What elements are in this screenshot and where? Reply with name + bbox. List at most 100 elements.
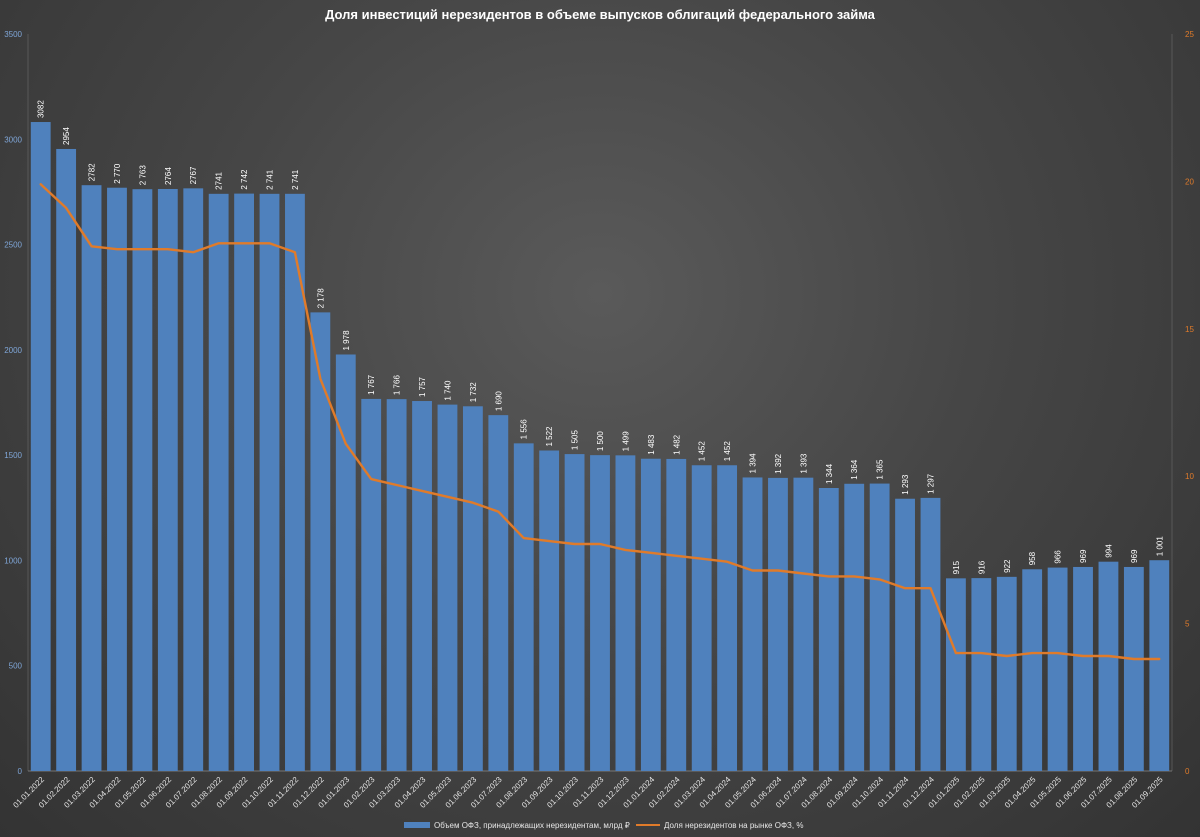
x-axis-ticks: 01.01.202201.02.202201.03.202201.04.2022… [11, 775, 1165, 810]
bar-data-label: 1 393 [799, 453, 808, 474]
bar [310, 312, 331, 771]
bar-data-label: 1 394 [749, 453, 758, 474]
bar [81, 185, 102, 771]
bar-data-label: 2767 [189, 166, 198, 184]
bar-data-label: 2 770 [113, 163, 122, 184]
bar-data-label: 1 365 [876, 459, 885, 480]
bar-data-label: 1 556 [520, 419, 529, 440]
right-axis-tick-label: 10 [1185, 472, 1194, 481]
left-axis-tick-label: 3500 [4, 30, 22, 39]
bar [30, 122, 51, 771]
left-axis-tick-label: 3000 [4, 135, 22, 144]
bar-data-label: 1 767 [367, 374, 376, 395]
bar [1022, 569, 1043, 771]
bar [386, 399, 407, 771]
left-axis-tick-label: 1000 [4, 556, 22, 565]
bar-data-label: 1 483 [647, 434, 656, 455]
bar [1047, 567, 1068, 771]
bar [285, 193, 305, 771]
bar [564, 454, 585, 771]
bar-data-label: 1 297 [926, 473, 935, 494]
bar-data-label: 1 344 [825, 463, 834, 484]
bar-data-label: 1 732 [469, 382, 478, 403]
bar-data-label: 1 740 [443, 380, 452, 401]
bar [56, 148, 77, 772]
bar-data-label: 2764 [164, 167, 173, 185]
bar-data-label: 3082 [37, 100, 46, 118]
bar [1149, 560, 1170, 771]
bar-data-labels: 3082 2954 2782 2 770 2 763 2764 2767 2741 2 742 2… [37, 100, 1165, 575]
bar-data-label: 2954 [62, 127, 71, 145]
bar [259, 193, 280, 771]
bar-data-label: 1 690 [494, 391, 503, 412]
bar [488, 415, 509, 771]
bar [717, 465, 738, 771]
bar [437, 404, 458, 771]
bar-data-label: 2 178 [316, 288, 325, 309]
bar-data-label: 994 [1104, 544, 1113, 558]
bar [590, 455, 610, 771]
bar-data-label: 969 [1130, 549, 1139, 563]
bar [869, 483, 890, 771]
bar-data-label: 966 [1054, 550, 1063, 564]
bar [335, 354, 356, 771]
bar-series [30, 122, 1170, 772]
bar [132, 189, 153, 771]
bar-data-label: 2 742 [240, 169, 249, 190]
right-axis-tick-label: 0 [1185, 767, 1190, 776]
bar [234, 193, 255, 771]
line-series [39, 183, 1161, 661]
bar [1123, 566, 1144, 771]
bar-data-label: 1 364 [850, 459, 859, 480]
bar-data-label: 1 482 [672, 434, 681, 455]
bar [361, 398, 382, 771]
legend-label-bars: Объем ОФЗ, принадлежащих нерезидентам, м… [434, 821, 630, 830]
left-axis-tick-label: 0 [18, 767, 23, 776]
right-axis-tick-label: 5 [1185, 620, 1190, 629]
bar [412, 401, 432, 771]
right-axis-tick-label: 25 [1185, 30, 1194, 39]
bar [818, 487, 839, 771]
bar [768, 477, 788, 771]
bar-data-label: 2741 [215, 171, 224, 189]
bar-data-label: 1 766 [393, 375, 402, 396]
bar-data-label: 2 741 [291, 169, 300, 190]
bar [945, 578, 966, 771]
legend-swatch-bars [404, 822, 430, 828]
bar-data-label: 2 763 [138, 165, 147, 186]
bar [183, 188, 204, 771]
bar [742, 477, 763, 771]
right-axis-tick-label: 15 [1185, 325, 1194, 334]
bar [157, 188, 178, 771]
bar [107, 187, 127, 771]
bar-data-label: 958 [1028, 551, 1037, 565]
bar-data-label: 1 392 [774, 453, 783, 474]
bar-data-label: 1 499 [621, 431, 630, 452]
bar [640, 458, 661, 771]
legend: Объем ОФЗ, принадлежащих нерезидентам, м… [404, 821, 803, 830]
share-line [39, 183, 1161, 661]
bar [666, 458, 687, 771]
bar [208, 193, 229, 771]
right-axis-tick-label: 20 [1185, 177, 1194, 186]
bar-data-label: 1 978 [342, 330, 351, 351]
bar-data-label: 1 505 [571, 430, 580, 451]
bar-data-label: 922 [1003, 559, 1012, 573]
bar [996, 576, 1017, 771]
bar-data-label: 1 293 [901, 474, 910, 495]
left-axis-ticks: 0 500 1000 1500 2000 2500 3000 3500 [4, 30, 22, 776]
left-axis-tick-label: 1500 [4, 451, 22, 460]
bar [971, 578, 992, 771]
bar [513, 443, 534, 771]
bar [844, 483, 865, 771]
bar-data-label: 1 452 [698, 441, 707, 462]
bar [920, 497, 941, 771]
bar [793, 477, 814, 771]
bar-data-label: 915 [952, 560, 961, 574]
left-axis-tick-label: 500 [9, 662, 23, 671]
right-axis-ticks: 0 5 10 15 20 25 [1185, 30, 1194, 776]
bar [691, 465, 712, 771]
bar-data-label: 1 522 [545, 426, 554, 447]
bar [615, 455, 636, 771]
